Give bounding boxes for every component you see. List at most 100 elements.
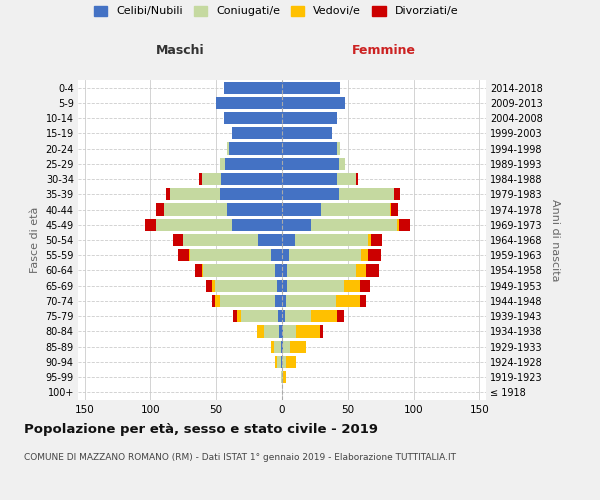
Bar bbox=[284, 310, 311, 322]
Bar bbox=[220, 188, 282, 200]
Bar bbox=[337, 310, 344, 322]
Bar bbox=[356, 173, 358, 185]
Bar bbox=[282, 326, 283, 338]
Bar bbox=[282, 127, 332, 140]
Bar bbox=[212, 280, 215, 292]
Bar bbox=[282, 97, 345, 109]
Bar bbox=[391, 204, 398, 216]
Bar bbox=[227, 204, 282, 216]
Bar bbox=[282, 371, 283, 383]
Bar bbox=[359, 295, 366, 307]
Bar bbox=[178, 249, 188, 262]
Bar bbox=[282, 295, 286, 307]
Bar bbox=[275, 295, 282, 307]
Bar bbox=[173, 234, 183, 246]
Bar bbox=[232, 127, 282, 140]
Bar bbox=[282, 310, 284, 322]
Bar bbox=[361, 249, 368, 262]
Bar bbox=[282, 356, 286, 368]
Bar bbox=[277, 356, 281, 368]
Bar bbox=[271, 249, 282, 262]
Bar bbox=[371, 234, 382, 246]
Bar bbox=[206, 280, 212, 292]
Bar bbox=[283, 340, 290, 353]
Bar bbox=[221, 173, 282, 185]
Bar bbox=[229, 142, 282, 154]
Bar bbox=[320, 326, 323, 338]
Bar bbox=[289, 249, 361, 262]
Bar bbox=[233, 310, 237, 322]
Bar bbox=[183, 234, 259, 246]
Text: Popolazione per età, sesso e stato civile - 2019: Popolazione per età, sesso e stato civil… bbox=[24, 422, 378, 436]
Bar bbox=[337, 142, 340, 154]
Bar bbox=[337, 173, 356, 185]
Bar bbox=[283, 371, 286, 383]
Bar bbox=[282, 158, 338, 170]
Bar bbox=[287, 264, 356, 276]
Bar bbox=[263, 326, 280, 338]
Bar bbox=[188, 249, 190, 262]
Bar bbox=[232, 218, 282, 231]
Bar bbox=[166, 188, 170, 200]
Bar bbox=[278, 310, 282, 322]
Bar bbox=[281, 371, 282, 383]
Bar bbox=[338, 158, 345, 170]
Bar bbox=[164, 204, 227, 216]
Bar bbox=[290, 340, 305, 353]
Bar bbox=[155, 218, 232, 231]
Bar bbox=[224, 112, 282, 124]
Bar bbox=[282, 173, 337, 185]
Bar bbox=[220, 158, 226, 170]
Bar bbox=[286, 295, 336, 307]
Bar bbox=[275, 356, 277, 368]
Bar bbox=[295, 234, 368, 246]
Y-axis label: Anni di nascita: Anni di nascita bbox=[550, 198, 560, 281]
Bar bbox=[227, 142, 229, 154]
Bar bbox=[212, 295, 215, 307]
Text: Maschi: Maschi bbox=[155, 44, 205, 58]
Bar bbox=[311, 218, 397, 231]
Bar bbox=[368, 249, 381, 262]
Bar bbox=[287, 280, 344, 292]
Bar bbox=[226, 158, 282, 170]
Bar bbox=[281, 356, 282, 368]
Bar bbox=[190, 249, 271, 262]
Bar bbox=[203, 264, 275, 276]
Legend: Celibi/Nubili, Coniugati/e, Vedovi/e, Divorziati/e: Celibi/Nubili, Coniugati/e, Vedovi/e, Di… bbox=[94, 6, 458, 16]
Text: Femmine: Femmine bbox=[352, 44, 416, 58]
Bar bbox=[170, 188, 220, 200]
Bar bbox=[282, 264, 287, 276]
Bar bbox=[220, 295, 275, 307]
Bar bbox=[199, 173, 202, 185]
Bar bbox=[241, 310, 278, 322]
Bar bbox=[215, 295, 220, 307]
Bar bbox=[390, 204, 391, 216]
Bar bbox=[356, 264, 366, 276]
Bar bbox=[397, 218, 399, 231]
Bar bbox=[399, 218, 410, 231]
Bar bbox=[338, 188, 394, 200]
Bar bbox=[296, 326, 320, 338]
Bar bbox=[366, 264, 379, 276]
Bar bbox=[282, 218, 311, 231]
Bar bbox=[368, 234, 371, 246]
Bar bbox=[394, 188, 400, 200]
Bar bbox=[215, 280, 277, 292]
Bar bbox=[237, 310, 241, 322]
Bar bbox=[286, 356, 296, 368]
Bar bbox=[257, 326, 263, 338]
Bar bbox=[275, 264, 282, 276]
Bar bbox=[271, 340, 274, 353]
Bar bbox=[202, 173, 221, 185]
Bar bbox=[282, 280, 287, 292]
Bar bbox=[195, 264, 202, 276]
Bar bbox=[359, 280, 370, 292]
Bar bbox=[259, 234, 282, 246]
Bar bbox=[336, 295, 359, 307]
Bar bbox=[283, 326, 296, 338]
Bar bbox=[281, 340, 282, 353]
Bar bbox=[311, 310, 337, 322]
Bar bbox=[274, 340, 281, 353]
Bar bbox=[216, 97, 282, 109]
Bar bbox=[282, 142, 337, 154]
